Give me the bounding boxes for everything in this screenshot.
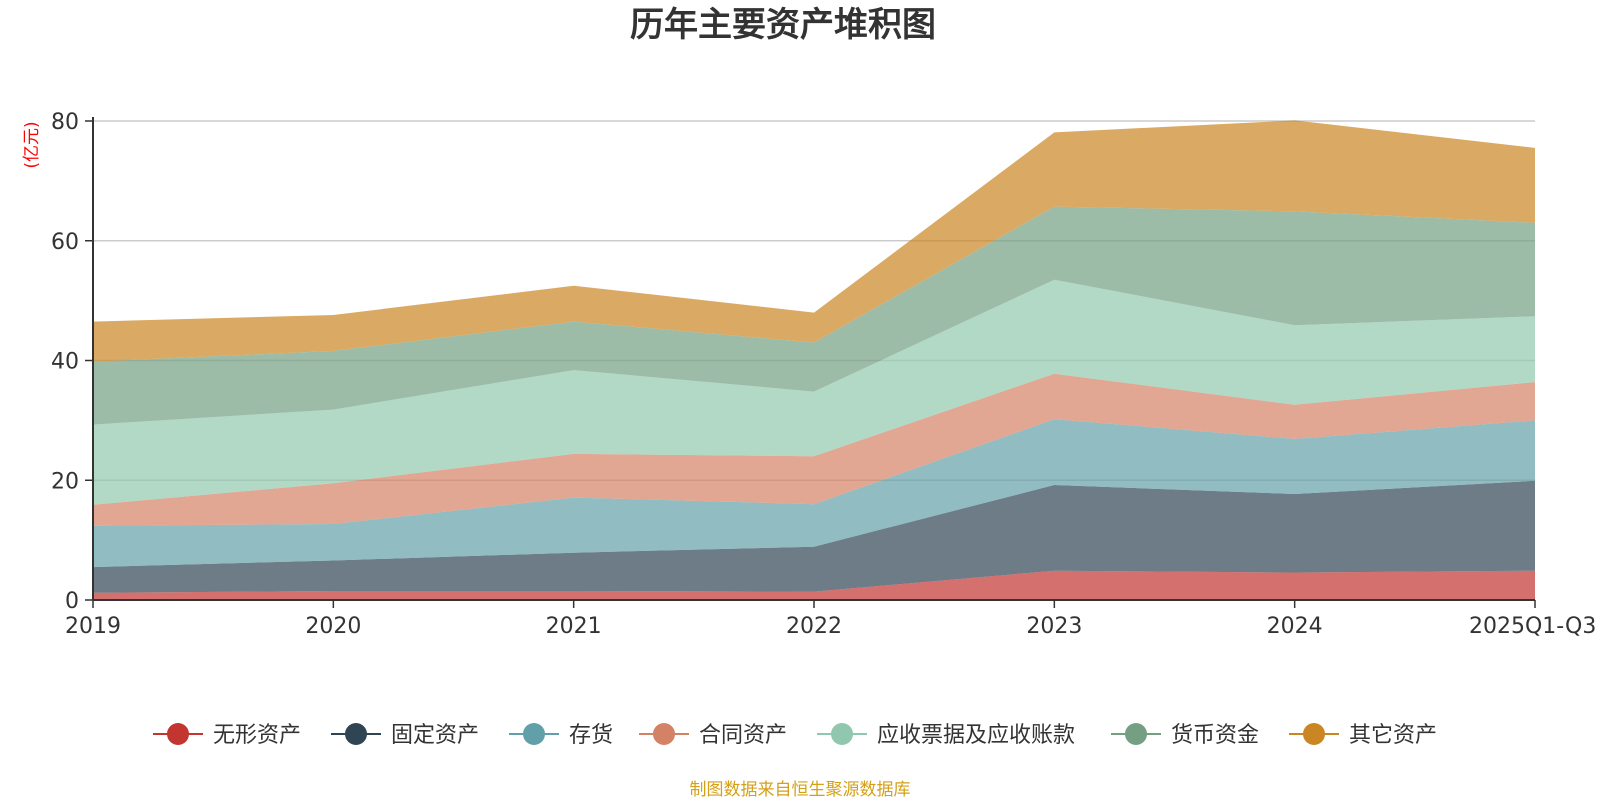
legend-item[interactable]: 合同资产 [639,723,787,748]
y-tick-label: 40 [51,350,79,375]
legend-item[interactable]: 货币资金 [1111,723,1259,748]
x-tick-label: 2020 [305,614,361,639]
legend-marker [653,723,675,745]
area-series [93,120,1535,600]
legend-item[interactable]: 无形资产 [153,723,301,748]
x-tick-label: 2025Q1-Q3 [1469,614,1596,639]
legend-label: 货币资金 [1171,723,1259,748]
legend-marker [167,723,189,745]
area-1 [93,570,1535,600]
x-tick-label: 2019 [65,614,121,639]
x-tick-label: 2023 [1026,614,1082,639]
area-6 [93,206,1535,425]
legend-label: 其它资产 [1349,723,1437,748]
legend-item[interactable]: 固定资产 [331,723,479,748]
source-footnote: 制图数据来自恒生聚源数据库 [690,780,911,800]
legend-marker [523,723,545,745]
axes: 0 20 40 60 80 2019 2020 2021 2022 2023 2024 2025Q1-… [51,110,1596,639]
chart-title: 历年主要资产堆积图 [630,5,936,45]
legend-marker [1303,723,1325,745]
legend-item[interactable]: 存货 [509,723,613,748]
legend-item[interactable]: 其它资产 [1289,723,1437,748]
legend-marker [831,723,853,745]
legend-label: 应收票据及应收账款 [877,723,1075,748]
legend-marker [345,723,367,745]
area-4 [93,373,1535,526]
x-tick-label: 2024 [1267,614,1323,639]
area-5 [93,279,1535,505]
y-tick-label: 20 [51,469,79,494]
y-tick-label: 60 [51,230,79,255]
y-tick-label: 0 [65,589,79,614]
legend: 无形资产 固定资产 存货 合同资产 应收票据及应收账款 货币资金 其它资产 [153,723,1437,748]
legend-marker [1125,723,1147,745]
x-tick-label: 2022 [786,614,842,639]
legend-label: 合同资产 [699,723,787,748]
legend-label: 固定资产 [391,723,479,748]
y-axis-unit-label: (亿元) [22,121,42,168]
legend-label: 无形资产 [213,723,301,748]
legend-item[interactable]: 应收票据及应收账款 [817,723,1075,748]
area-2 [93,480,1535,593]
legend-label: 存货 [569,723,613,748]
y-tick-label: 80 [51,110,79,135]
x-tick-label: 2021 [546,614,602,639]
area-7 [93,120,1535,362]
area-3 [93,419,1535,568]
